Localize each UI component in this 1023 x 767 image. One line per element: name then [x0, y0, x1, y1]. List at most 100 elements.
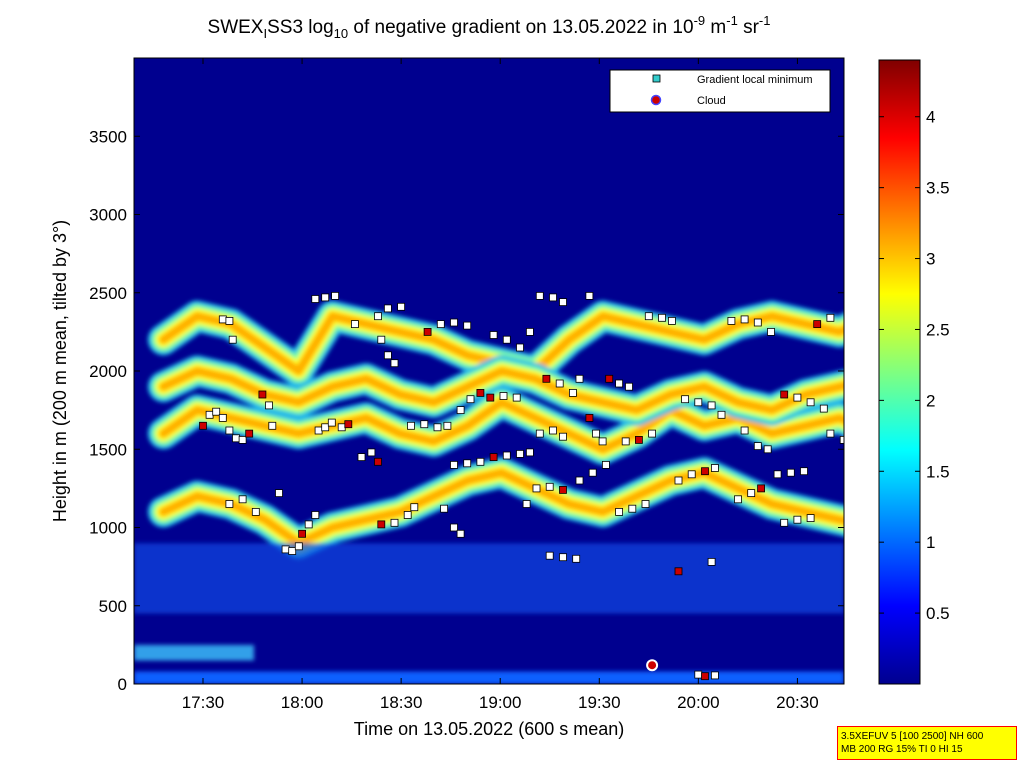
y-tick-label: 500: [99, 597, 127, 616]
gradient-minimum-point: [463, 459, 472, 468]
gradient-minimum-point: [294, 542, 303, 551]
gradient-minimum-point: [747, 489, 756, 498]
legend-marker-gradient-minimum: [652, 74, 661, 83]
gradient-minimum-point: [433, 423, 442, 432]
gradient-minimum-point: [826, 313, 835, 322]
x-tick-label: 17:30: [182, 693, 225, 712]
gradient-minimum-point: [450, 460, 458, 469]
gradient-minimum-point: [717, 410, 726, 419]
y-ticks: 0 500 1000 1500 2000 2500 3000 3500: [89, 127, 844, 694]
gradient-minimum-point: [456, 529, 465, 538]
x-tick-label: 20:30: [776, 693, 819, 712]
gradient-minimum-point: [377, 335, 386, 344]
gradient-minimum-point: [397, 302, 406, 311]
gradient-minimum-point: [615, 379, 623, 388]
gradient-minimum-point: [532, 484, 541, 493]
markers: [199, 291, 874, 681]
gradient-minimum-point: [535, 429, 544, 438]
gradient-minimum-point: [813, 320, 822, 329]
gradient-minimum-point: [694, 398, 703, 407]
gradient-minimum-point: [232, 434, 240, 443]
gradient-minimum-point: [489, 331, 498, 339]
y-tick-label: 3000: [89, 206, 127, 225]
gradient-minimum-point: [674, 567, 683, 576]
cloud-point: [646, 659, 659, 672]
gradient-minimum-point: [559, 553, 567, 562]
gradient-minimum-point: [212, 407, 221, 416]
gradient-minimum-point: [516, 449, 524, 458]
gradient-minimum-point: [847, 458, 854, 465]
gradient-minimum-point: [321, 293, 330, 302]
gradient-minimum-point: [867, 305, 874, 312]
gradient-minimum-point: [625, 382, 633, 391]
gradient-minimum-point: [763, 445, 772, 454]
x-axis-label: Time on 13.05.2022 (600 s mean): [354, 719, 625, 739]
gradient-minimum-point: [440, 504, 449, 513]
gradient-minimum-point: [644, 312, 653, 321]
gradient-minimum-point: [238, 495, 247, 504]
gradient-minimum-point: [628, 504, 637, 513]
legend-label-cloud: Cloud: [697, 95, 726, 107]
colorbar-tick-label: 2: [926, 391, 935, 410]
y-tick-label: 0: [118, 675, 127, 694]
gradient-minimum-point: [314, 426, 323, 435]
gradient-minimum-point: [456, 406, 465, 415]
colorbar-ticks: 0.5 1 1.5 2 2.5 3 3.5 4: [879, 108, 950, 623]
gradient-minimum-point: [245, 429, 254, 438]
x-ticks: 17:30 18:00 18:30 19:00 19:30 20:00 20:30: [182, 58, 819, 712]
gradient-minimum-point: [681, 395, 689, 404]
gradient-minimum-point: [711, 671, 719, 680]
gradient-minimum-point: [786, 468, 795, 477]
gradient-minimum-point: [572, 554, 581, 563]
gradient-minimum-point: [268, 421, 277, 430]
colorbar-tick-label: 1: [926, 533, 935, 552]
gradient-minimum-point: [205, 410, 214, 419]
y-tick-label: 2500: [89, 284, 127, 303]
gradient-minimum-point: [311, 511, 320, 519]
gradient-minimum-point: [367, 448, 376, 457]
gradient-minimum-point: [526, 327, 534, 336]
gradient-minimum-point: [559, 432, 567, 441]
gradient-minimum-point: [658, 313, 666, 322]
gradient-minimum-point: [238, 435, 247, 444]
gradient-minimum-point: [641, 500, 650, 508]
gradient-minimum-point: [592, 429, 600, 438]
gradient-minimum-point: [344, 420, 353, 429]
gradient-minimum-point: [512, 393, 521, 402]
gradient-minimum-point: [860, 449, 867, 456]
gradient-minimum-point: [555, 379, 564, 388]
gradient-minimum-point: [767, 327, 775, 336]
gradient-minimum-point: [819, 404, 828, 413]
gradient-minimum-point: [390, 518, 399, 527]
gradient-minimum-point: [311, 295, 320, 303]
gradient-minimum-point: [466, 395, 475, 404]
gradient-minimum-point: [403, 511, 412, 519]
gradient-minimum-point: [374, 312, 382, 321]
gradient-minimum-point: [489, 453, 498, 462]
info-line-1: 3.5XEFUV 5 [100 2500] NH 600: [841, 731, 984, 742]
gradient-minimum-point: [826, 429, 835, 438]
gradient-minimum-point: [374, 457, 382, 466]
gradient-minimum-point: [331, 291, 340, 300]
gradient-minimum-point: [707, 558, 716, 566]
legend-label-gradient-minimum: Gradient local minimum: [697, 74, 813, 86]
gradient-minimum-point: [621, 437, 630, 446]
x-tick-label: 18:30: [380, 693, 423, 712]
gradient-minimum-point: [800, 467, 808, 476]
gradient-minimum-point: [407, 421, 415, 430]
gradient-minimum-point: [423, 327, 432, 336]
gradient-minimum-point: [304, 520, 313, 529]
gradient-minimum-point: [383, 351, 392, 360]
gradient-minimum-point: [780, 390, 789, 399]
gradient-minimum-point: [549, 426, 557, 435]
heat-band-layer-3: [159, 366, 844, 415]
gradient-minimum-point: [559, 485, 567, 494]
gradient-minimum-point: [701, 467, 709, 476]
gradient-minimum-point: [327, 418, 336, 427]
gradient-minimum-point: [734, 495, 742, 504]
gradient-minimum-point: [275, 489, 283, 498]
legend-box: [609, 69, 831, 113]
gradient-minimum-point: [383, 304, 392, 313]
gradient-minimum-point: [793, 515, 802, 524]
